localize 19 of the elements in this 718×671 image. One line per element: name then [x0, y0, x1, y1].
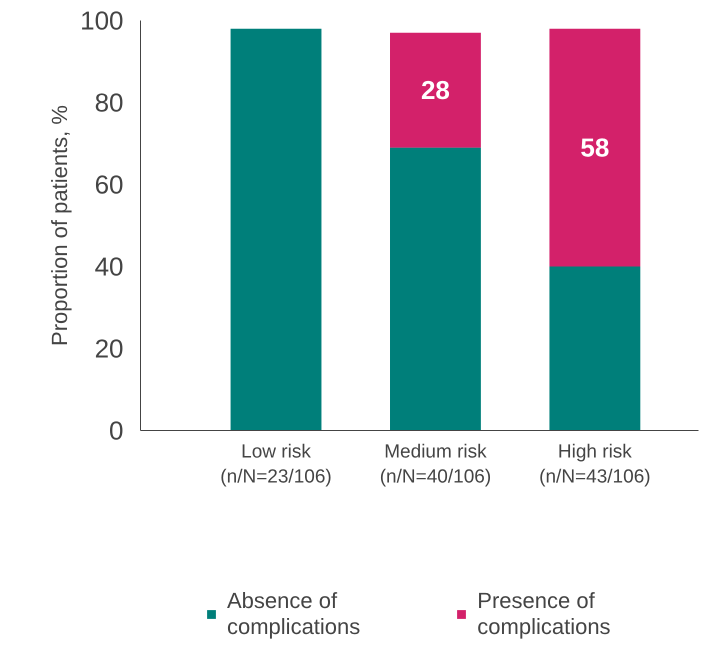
y-tick-label: 100	[80, 6, 124, 36]
x-tick-label: Medium risk (n/N=40/106)	[380, 442, 492, 488]
y-tick-label: 40	[94, 252, 124, 282]
x-tick-label: Low risk (n/N=23/106)	[220, 442, 332, 488]
bar	[230, 28, 322, 430]
y-tick-label: 20	[94, 334, 124, 364]
legend-label: Absence of complications	[227, 588, 360, 640]
y-axis-title: Proportion of patients, %	[47, 105, 72, 346]
y-tick-label: 80	[94, 88, 124, 118]
y-tick-label: 0	[109, 416, 124, 446]
bar	[390, 32, 481, 148]
bar	[390, 148, 481, 430]
data-label: 28	[420, 75, 450, 106]
legend-label: Presence of complications	[477, 588, 611, 640]
x-tick-label: High risk (n/N=43/106)	[539, 442, 651, 488]
bar	[549, 28, 640, 266]
y-tick-label: 60	[94, 170, 124, 200]
bar	[549, 266, 640, 430]
data-label: 58	[580, 132, 610, 163]
